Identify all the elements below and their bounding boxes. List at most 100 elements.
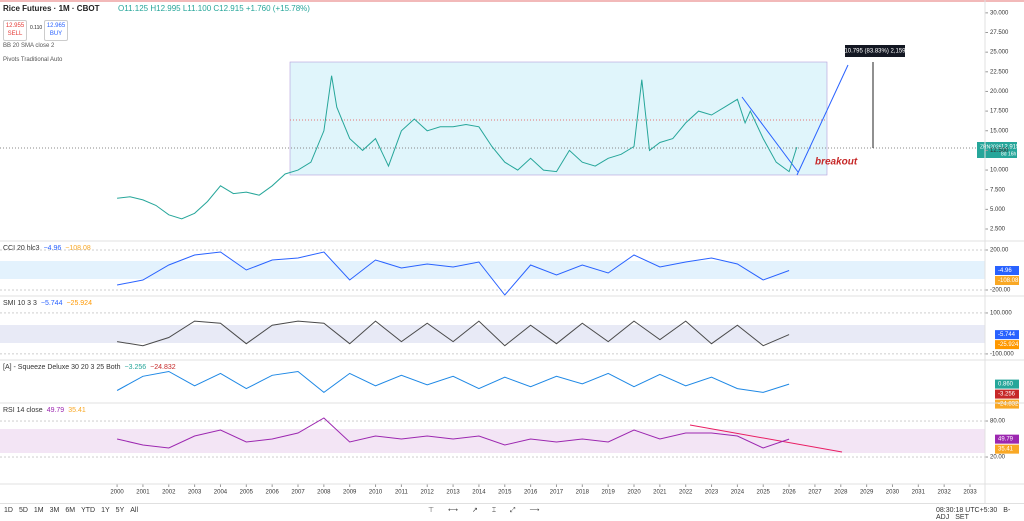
y-tick-label: 25.000 — [990, 50, 1009, 56]
x-tick-label: 2016 — [524, 490, 538, 496]
y-tick-label: 100.000 — [990, 311, 1012, 317]
x-tick-label: 2014 — [472, 490, 486, 496]
clock: 08:30:18 UTC+5:30 — [936, 507, 998, 514]
pane-legend-value: −108.08 — [65, 245, 91, 252]
x-tick-label: 2000 — [110, 490, 124, 496]
y-tick-label: 27.500 — [990, 30, 1009, 36]
x-tick-label: 2022 — [679, 490, 693, 496]
pane-legend-value: −25.924 — [66, 300, 92, 307]
low: L11.100 — [182, 4, 212, 13]
x-tick-label: 2029 — [860, 490, 874, 496]
sell-button[interactable]: 12.955 SELL — [3, 20, 27, 41]
pane-title: [A] - Squeeze Deluxe 30 20 3 25 Both −3.2… — [3, 364, 176, 371]
value-badge — [995, 265, 1019, 275]
timeframe-button[interactable]: YTD — [81, 507, 96, 514]
timeframe-button[interactable]: All — [130, 507, 139, 514]
timeframe-button[interactable]: 3M — [49, 507, 60, 514]
x-tick-label: 2030 — [886, 490, 900, 496]
spread: 0.110 — [30, 25, 43, 31]
value-badge-label: -108.08 — [998, 278, 1019, 284]
x-tick-label: 2023 — [705, 490, 719, 496]
value-badge-label: 0.860 — [998, 382, 1014, 388]
value-badge-label: -24.832 — [998, 402, 1019, 408]
pane-title-text: CCI 20 hlc3 — [3, 245, 40, 252]
x-tick-label: 2031 — [912, 490, 926, 496]
x-tick-label: 2021 — [653, 490, 667, 496]
timeframe-button[interactable]: 1Y — [101, 507, 110, 514]
y-tick-label: -100.000 — [990, 352, 1014, 358]
y-tick-label: 12.500 — [990, 148, 1009, 154]
drawing-tools[interactable]: ⊤ ⟷ ↗ ⌶ ⤢ ⟶ — [428, 507, 546, 514]
x-tick-label: 2025 — [757, 490, 771, 496]
y-tick-label: 15.000 — [990, 128, 1009, 134]
x-tick-label: 2018 — [576, 490, 590, 496]
value-badge — [995, 389, 1019, 399]
x-tick-label: 2020 — [627, 490, 641, 496]
value-badge-label: -4.96 — [998, 268, 1012, 274]
rsi-trend-line — [689, 424, 843, 453]
pane-title: CCI 20 hlc3 −4.96 −108.08 — [3, 245, 91, 252]
value-badge — [995, 330, 1019, 340]
breakout-label: breakout — [815, 157, 858, 168]
value-badge-label: 35.41 — [998, 447, 1014, 453]
timeframe-button[interactable]: 1M — [33, 507, 44, 514]
x-tick-label: 2002 — [162, 490, 176, 496]
chart-area: 10.795 (83.83%) 2,159 breakout ZRN2026 1… — [0, 0, 1024, 503]
value-badge — [995, 340, 1019, 350]
projection-arrow — [796, 64, 849, 176]
x-tick-label: 2004 — [214, 490, 228, 496]
y-tick-label: 80.00 — [990, 419, 1006, 425]
value-badge-label: 49.79 — [998, 437, 1014, 443]
value-badge — [995, 434, 1019, 444]
timeframe-button[interactable]: 5D — [18, 507, 28, 514]
x-tick-label: 2017 — [550, 490, 564, 496]
x-tick-label: 2005 — [240, 490, 254, 496]
settings[interactable]: SET — [955, 514, 969, 521]
x-tick-label: 2008 — [317, 490, 331, 496]
measure-label: 10.795 (83.83%) 2,159 — [844, 49, 906, 55]
indicator-bb: BB 20 SMA close 2 — [3, 43, 55, 49]
ohlc: O11.125 H12.995 L11.100 C12.915 +1.760 (… — [118, 4, 310, 13]
x-tick-label: 2011 — [395, 490, 409, 496]
pane-title-text: RSI 14 close — [3, 407, 43, 414]
trend-line — [741, 96, 799, 173]
y-tick-label: 10.000 — [990, 168, 1009, 174]
measure-box — [845, 45, 905, 57]
y-tick-label: 7.500 — [990, 187, 1006, 193]
y-tick-label: 20.00 — [990, 455, 1006, 461]
x-tick-label: 2028 — [834, 490, 848, 496]
value-badge — [995, 444, 1019, 454]
y-tick-label: 30.000 — [990, 10, 1009, 16]
y-tick-label: -200.00 — [990, 288, 1011, 294]
series-line — [117, 251, 790, 296]
x-tick-label: 2015 — [498, 490, 512, 496]
price-tag-symbol: ZRN2026 — [980, 144, 1002, 150]
timeframe-button[interactable]: 5Y — [115, 507, 125, 514]
x-tick-label: 2007 — [291, 490, 305, 496]
pane-legend-value: 35.41 — [68, 407, 86, 414]
pane-title-text: [A] - Squeeze Deluxe 30 20 3 25 Both — [3, 364, 121, 371]
y-tick-label: 200.00 — [990, 248, 1009, 254]
sell-price: 12.955 — [5, 23, 25, 29]
indicator-pivots: Pivots Traditional Auto — [3, 57, 63, 63]
pane-legend-value: −24.832 — [150, 364, 176, 371]
value-badge-label: -5.744 — [998, 332, 1016, 338]
y-tick-label: 17.500 — [990, 109, 1009, 115]
y-tick-label: 20.000 — [990, 89, 1009, 95]
price-tag-countdown: 8d 16h — [1001, 151, 1017, 157]
timeframe-button[interactable]: 6M — [65, 507, 76, 514]
high: H12.995 — [150, 4, 181, 13]
x-tick-label: 2006 — [265, 490, 279, 496]
x-tick-label: 2003 — [188, 490, 202, 496]
y-tick-label: 22.500 — [990, 69, 1009, 75]
buy-button[interactable]: 12.965 BUY — [44, 20, 68, 41]
timeframes: 1D 5D 1M 3M 6M YTD 1Y 5Y All — [4, 507, 144, 514]
timeframe-button[interactable]: 1D — [4, 507, 13, 514]
x-tick-label: 2027 — [808, 490, 822, 496]
buy-label: BUY — [49, 31, 63, 37]
series-line — [116, 370, 790, 394]
symbol-title: Rice Futures · 1M · CBOT — [3, 4, 100, 13]
x-tick-label: 2033 — [963, 490, 977, 496]
price-tag — [977, 142, 1017, 158]
